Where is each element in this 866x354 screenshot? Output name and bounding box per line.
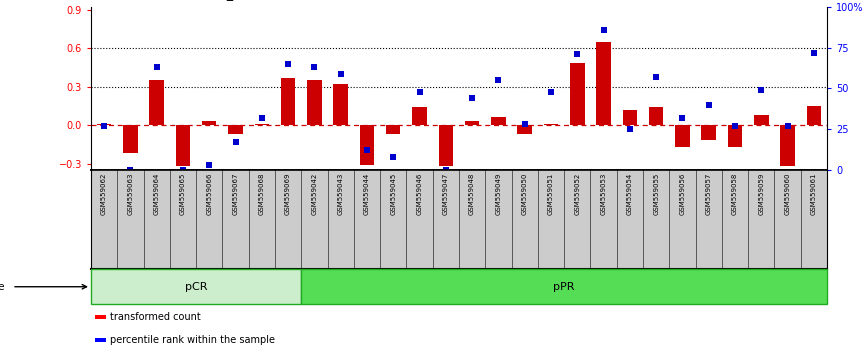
Text: GSM559050: GSM559050 <box>521 173 527 215</box>
Text: GSM559067: GSM559067 <box>233 173 238 215</box>
Bar <box>597 42 611 125</box>
Bar <box>570 63 585 125</box>
Bar <box>281 78 295 125</box>
Text: GSM559055: GSM559055 <box>653 173 659 215</box>
Text: percentile rank within the sample: percentile rank within the sample <box>110 335 275 346</box>
Text: GSM559049: GSM559049 <box>495 173 501 215</box>
Text: transformed count: transformed count <box>110 312 201 322</box>
Bar <box>675 125 689 147</box>
Bar <box>465 121 480 125</box>
Bar <box>544 124 559 125</box>
Text: pPR: pPR <box>553 282 575 292</box>
Text: GSM559057: GSM559057 <box>706 173 712 215</box>
Bar <box>386 125 400 134</box>
Bar <box>229 125 242 134</box>
Text: GSM559059: GSM559059 <box>759 173 765 215</box>
Text: GSM559043: GSM559043 <box>338 173 344 215</box>
Bar <box>176 125 191 166</box>
Bar <box>150 80 164 125</box>
Bar <box>491 117 506 125</box>
Bar <box>301 269 827 304</box>
Text: GSM559045: GSM559045 <box>391 173 397 215</box>
Text: GSM559047: GSM559047 <box>443 173 449 215</box>
Bar <box>123 125 138 153</box>
Bar <box>649 107 663 125</box>
Text: GSM559054: GSM559054 <box>627 173 633 215</box>
Text: GSM559053: GSM559053 <box>601 173 606 215</box>
Bar <box>255 124 269 125</box>
Text: disease state: disease state <box>0 282 4 292</box>
Text: GSM559060: GSM559060 <box>785 173 791 215</box>
Text: GSM559064: GSM559064 <box>153 173 159 215</box>
Text: GSM559051: GSM559051 <box>548 173 554 215</box>
Text: GSM559065: GSM559065 <box>180 173 186 215</box>
Text: GSM559056: GSM559056 <box>680 173 685 215</box>
Bar <box>333 84 348 125</box>
Text: GSM559066: GSM559066 <box>206 173 212 215</box>
Text: GSM559046: GSM559046 <box>417 173 423 215</box>
Bar <box>780 125 795 166</box>
Text: GSM559052: GSM559052 <box>574 173 580 215</box>
Bar <box>438 125 453 166</box>
Text: pCR: pCR <box>184 282 207 292</box>
Text: GSM559063: GSM559063 <box>127 173 133 215</box>
Bar <box>202 121 216 125</box>
Bar <box>91 269 301 304</box>
Bar <box>518 125 532 134</box>
Text: GSM559061: GSM559061 <box>811 173 817 215</box>
Text: GSM559062: GSM559062 <box>101 173 107 215</box>
Bar <box>97 124 112 125</box>
Text: GSM559068: GSM559068 <box>259 173 265 215</box>
Text: GSM559044: GSM559044 <box>364 173 370 215</box>
Bar <box>623 110 637 125</box>
Text: GSM559042: GSM559042 <box>312 173 317 215</box>
Bar <box>412 107 427 125</box>
Text: GSM559048: GSM559048 <box>469 173 475 215</box>
Bar <box>359 125 374 165</box>
Text: GSM559069: GSM559069 <box>285 173 291 215</box>
Bar <box>307 80 321 125</box>
Bar <box>727 125 742 147</box>
Bar <box>806 106 821 125</box>
Bar <box>754 115 768 125</box>
Bar <box>701 125 716 141</box>
Text: GSM559058: GSM559058 <box>732 173 738 215</box>
